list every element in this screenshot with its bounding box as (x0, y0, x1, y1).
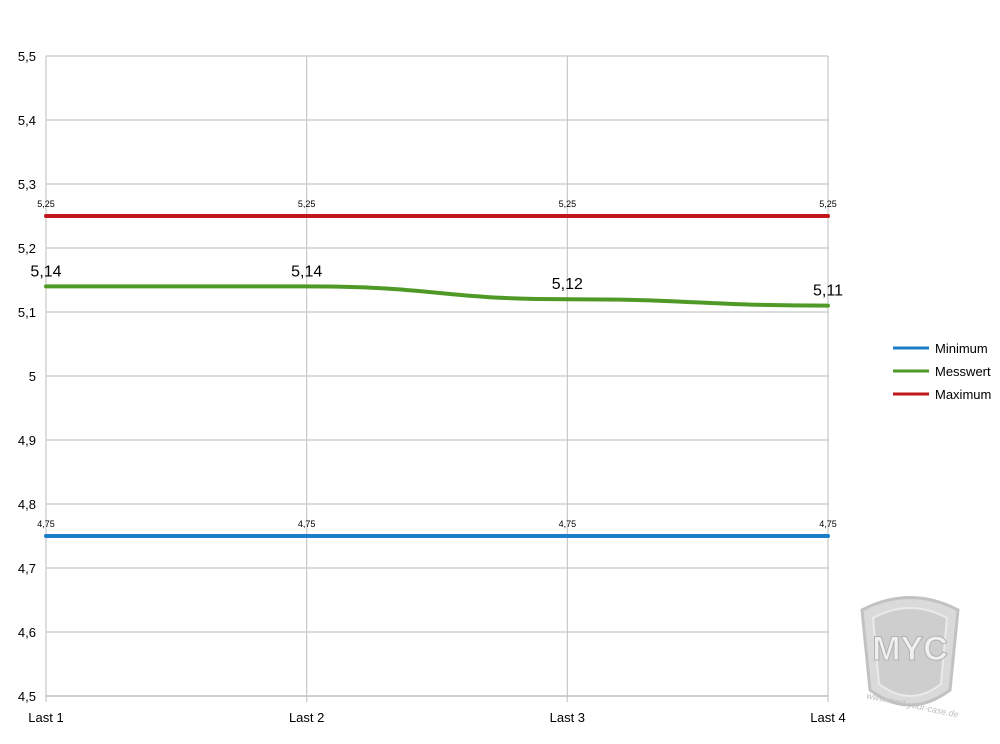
y-tick-label: 4,9 (18, 433, 36, 448)
y-tick-label: 5,3 (18, 177, 36, 192)
y-tick-label: 5 (29, 369, 36, 384)
y-tick-label: 4,6 (18, 625, 36, 640)
chart-series (44, 213, 830, 539)
x-tick-label: Last 3 (550, 710, 585, 725)
data-label-minimum: 4,75 (298, 519, 316, 529)
y-axis-ticks: 4,5 4,6 4,7 4,8 4,9 5 5,1 5,2 5,3 5,4 5,5 (18, 49, 36, 704)
x-tick-label: Last 2 (289, 710, 324, 725)
y-tick-label: 5,5 (18, 49, 36, 64)
data-label-minimum: 4,75 (819, 519, 837, 529)
legend-label-maximum: Maximum (935, 387, 991, 402)
watermark-logo-text: MYC (872, 630, 948, 668)
data-label-minimum: 4,75 (37, 519, 55, 529)
chart-legend: Minimum Messwert Maximum (893, 341, 991, 402)
data-label-maximum: 5,25 (559, 199, 577, 209)
y-tick-label: 4,7 (18, 561, 36, 576)
shield-inner (871, 607, 949, 697)
y-tick-label: 5,1 (18, 305, 36, 320)
y-tick-label: 5,4 (18, 113, 36, 128)
data-label-messwert: 5,14 (291, 263, 322, 280)
data-label-messwert: 5,12 (552, 276, 583, 293)
series-line-messwert (44, 284, 830, 308)
legend-label-messwert: Messwert (935, 364, 991, 379)
legend-label-minimum: Minimum (935, 341, 988, 356)
data-label-messwert: 5,14 (30, 263, 61, 280)
data-label-minimum: 4,75 (559, 519, 577, 529)
x-tick-label: Last 1 (28, 710, 63, 725)
data-label-maximum: 5,25 (37, 199, 55, 209)
data-label-maximum: 5,25 (298, 199, 316, 209)
chart-grid (45, 55, 829, 702)
myc-watermark-logo: MYC www.mod-your-case.de (860, 596, 960, 720)
x-tick-label: Last 4 (810, 710, 845, 725)
y-tick-label: 4,5 (18, 689, 36, 704)
x-axis-ticks: Last 1 Last 2 Last 3 Last 4 (28, 710, 845, 725)
y-tick-label: 4,8 (18, 497, 36, 512)
y-tick-label: 5,2 (18, 241, 36, 256)
data-label-maximum: 5,25 (819, 199, 837, 209)
data-label-messwert: 5,11 (813, 283, 843, 300)
data-labels: 4,75 4,75 4,75 4,75 5,14 5,14 5,12 5,11 5,25 5,25… (30, 199, 843, 529)
